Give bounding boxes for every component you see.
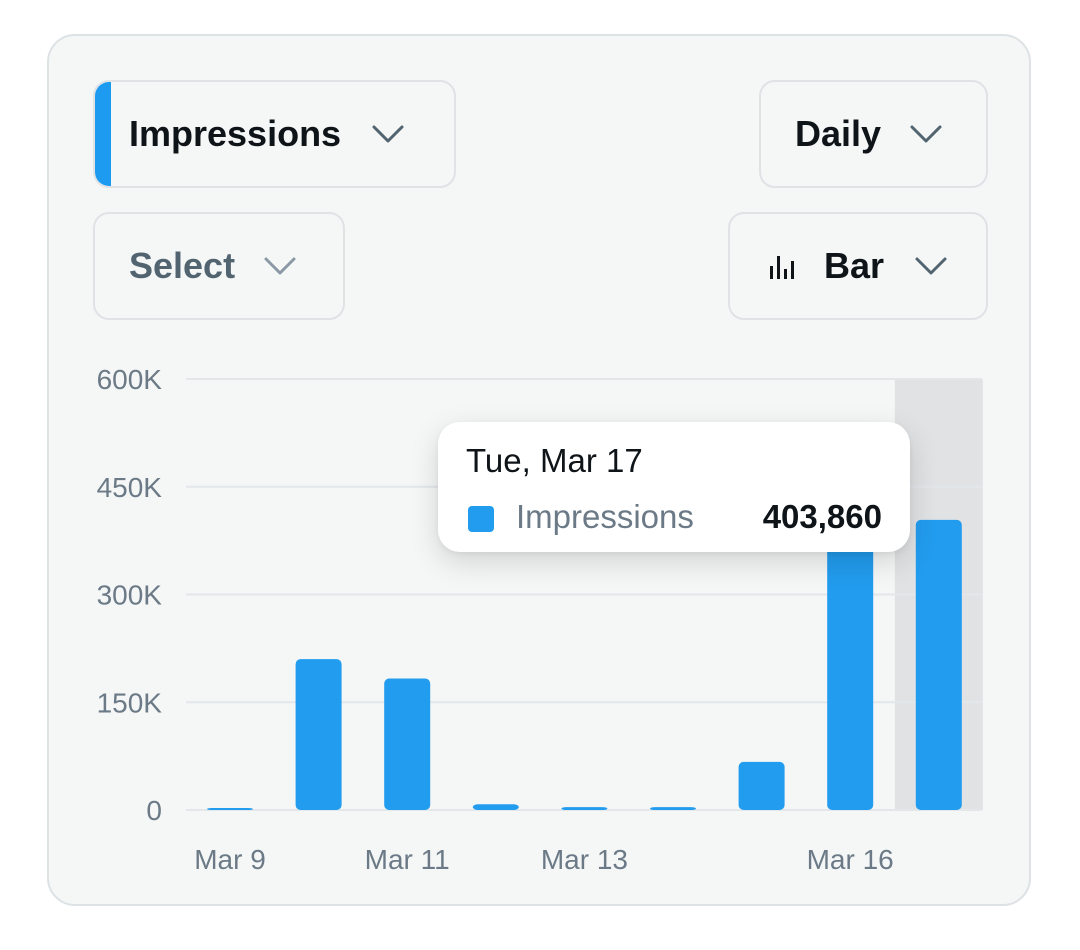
bar[interactable] <box>915 519 962 810</box>
chevron-down-icon <box>914 255 948 277</box>
chevron-down-icon <box>371 123 405 145</box>
tooltip-series-name: Impressions <box>516 498 694 535</box>
bar-chart-icon <box>768 252 798 280</box>
metric-dropdown-label: Impressions <box>129 113 342 154</box>
interval-dropdown[interactable]: Daily <box>759 80 988 188</box>
tooltip-series-value: 403,860 <box>762 498 882 535</box>
bar[interactable] <box>561 807 608 810</box>
interval-dropdown-label: Daily <box>795 113 882 154</box>
metric-dropdown[interactable]: Impressions <box>93 80 456 188</box>
y-tick-label: 150K <box>97 687 163 718</box>
bar[interactable] <box>207 808 253 810</box>
x-tick-label: Mar 9 <box>194 844 266 875</box>
bar[interactable] <box>827 537 874 810</box>
bar[interactable] <box>384 678 431 810</box>
bar[interactable] <box>650 807 696 810</box>
bar[interactable] <box>738 761 785 810</box>
chevron-down-icon <box>263 255 297 277</box>
compare-dropdown-label: Select <box>129 245 236 286</box>
tooltip-date: Tue, Mar 17 <box>466 442 643 479</box>
y-tick-label: 450K <box>97 472 163 503</box>
metric-color-indicator <box>95 82 111 186</box>
y-tick-label: 300K <box>97 580 163 611</box>
y-tick-label: 0 <box>146 795 162 826</box>
compare-dropdown[interactable]: Select <box>93 212 345 320</box>
chevron-down-icon <box>909 123 943 145</box>
x-tick-label: Mar 13 <box>541 844 628 875</box>
y-tick-label: 600K <box>97 364 163 395</box>
bar[interactable] <box>295 659 342 810</box>
chart-tooltip: Tue, Mar 17 Impressions 403,860 <box>438 422 910 552</box>
x-tick-label: Mar 16 <box>807 844 894 875</box>
x-tick-label: Mar 11 <box>365 844 450 875</box>
chart-type-dropdown[interactable]: Bar <box>728 212 988 320</box>
chart-type-dropdown-label: Bar <box>824 245 885 286</box>
tooltip-series-swatch <box>468 506 494 532</box>
bar[interactable] <box>472 804 519 810</box>
